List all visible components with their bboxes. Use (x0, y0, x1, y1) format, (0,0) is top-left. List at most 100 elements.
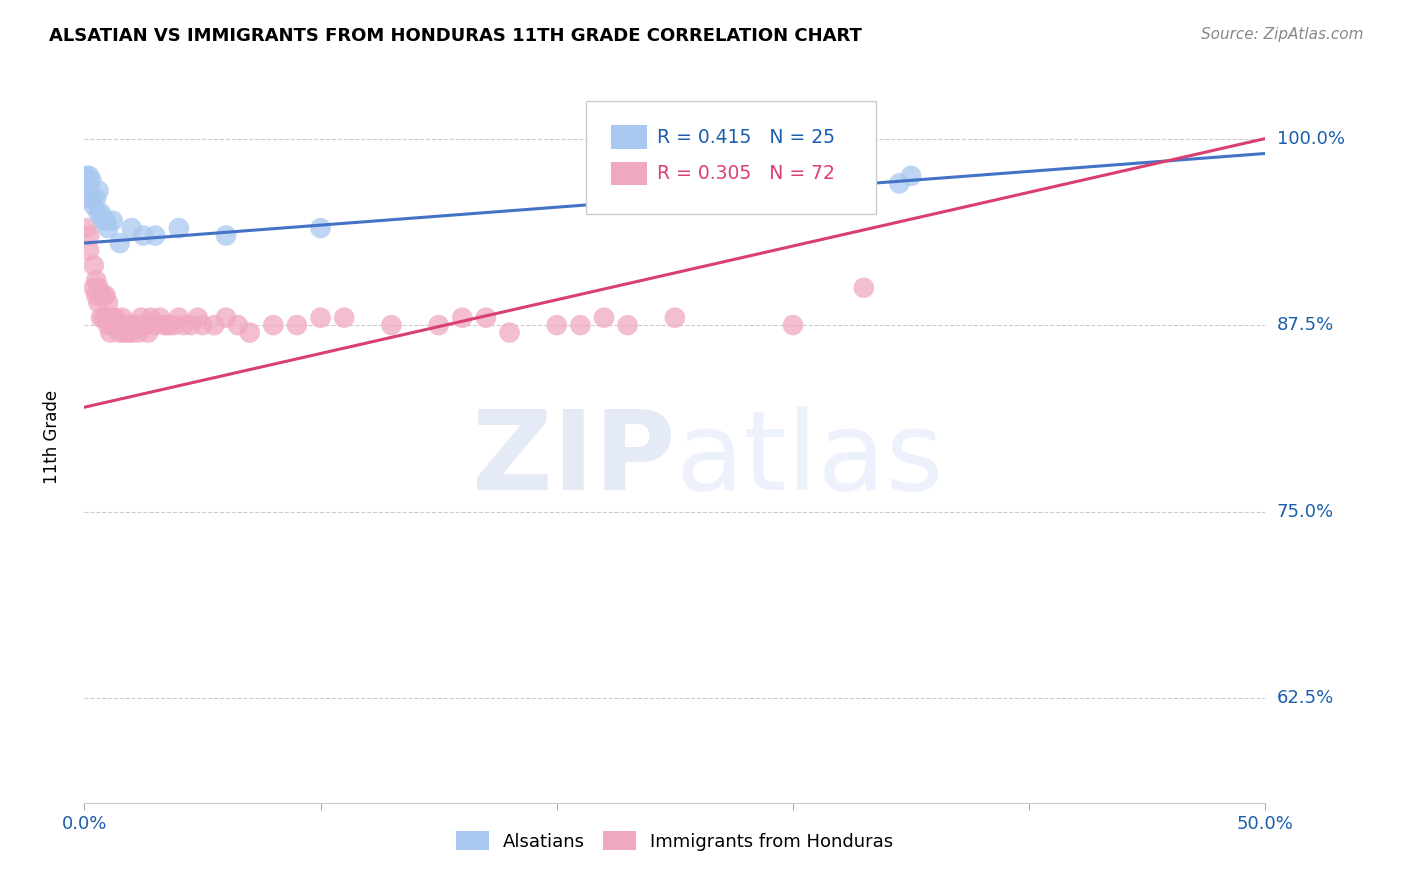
Point (84, 288, 107, 302)
Text: ZIP: ZIP (471, 406, 675, 513)
Point (593, 310, 616, 325)
Point (91, 288, 114, 302)
Text: 62.5%: 62.5% (1277, 690, 1334, 707)
Text: 87.5%: 87.5% (1277, 316, 1334, 334)
Point (83, 259, 105, 273)
Point (76, 221, 98, 235)
Point (202, 318, 225, 332)
Point (111, 310, 134, 325)
Point (121, 318, 143, 332)
Point (664, 310, 686, 325)
Point (569, 318, 592, 332)
Point (77, 228, 100, 243)
Point (118, 326, 141, 340)
Y-axis label: 11th Grade: 11th Grade (42, 390, 60, 484)
Point (104, 310, 127, 325)
Point (83, 199, 105, 213)
Point (135, 318, 157, 332)
Point (187, 310, 209, 325)
Point (111, 318, 134, 332)
Text: R = 0.305   N = 72: R = 0.305 N = 72 (657, 164, 835, 183)
Point (889, 177, 911, 191)
Point (125, 318, 148, 332)
Text: Source: ZipAtlas.com: Source: ZipAtlas.com (1201, 27, 1364, 42)
Point (115, 318, 138, 332)
Point (76, 169, 98, 183)
Point (157, 318, 180, 332)
Point (132, 318, 155, 332)
Point (101, 318, 124, 332)
Text: 100.0%: 100.0% (1277, 129, 1344, 147)
Point (84, 191, 107, 205)
Point (108, 326, 131, 340)
Point (122, 318, 145, 332)
Point (180, 318, 202, 332)
Point (427, 318, 450, 332)
Point (226, 318, 249, 332)
Point (94, 213, 117, 227)
Point (143, 228, 166, 243)
Point (285, 318, 308, 332)
Point (153, 318, 176, 332)
Point (156, 318, 179, 332)
Point (782, 318, 804, 332)
Point (143, 318, 166, 332)
Point (76, 191, 98, 205)
Point (239, 326, 262, 340)
Point (97, 318, 120, 332)
Point (108, 318, 131, 332)
FancyBboxPatch shape (586, 101, 876, 214)
Point (80, 191, 103, 205)
Point (852, 281, 875, 295)
Point (91, 310, 114, 325)
Point (498, 326, 520, 340)
Point (83, 281, 105, 295)
Point (80, 173, 103, 187)
Text: 75.0%: 75.0% (1277, 503, 1334, 521)
Point (309, 221, 332, 235)
Point (451, 310, 474, 325)
Point (90, 206, 112, 220)
Text: atlas: atlas (675, 406, 943, 513)
Point (215, 310, 238, 325)
Point (380, 318, 402, 332)
Point (97, 221, 120, 235)
Point (830, 135, 852, 149)
Point (129, 310, 152, 325)
Point (84, 273, 107, 287)
Point (546, 318, 568, 332)
Point (191, 318, 214, 332)
Point (101, 310, 124, 325)
Point (262, 318, 284, 332)
Point (94, 310, 117, 325)
Point (167, 221, 190, 235)
Text: R = 0.415   N = 25: R = 0.415 N = 25 (657, 128, 835, 146)
Point (77, 244, 100, 258)
Point (132, 228, 155, 243)
Point (167, 310, 190, 325)
Point (90, 288, 112, 302)
Point (87, 206, 110, 220)
Legend: Alsatians, Immigrants from Honduras: Alsatians, Immigrants from Honduras (447, 822, 903, 860)
Point (475, 310, 498, 325)
Point (101, 213, 124, 227)
Point (90, 310, 112, 325)
Point (900, 169, 922, 183)
Point (91, 213, 114, 227)
Point (80, 191, 103, 205)
FancyBboxPatch shape (612, 162, 647, 186)
Point (76, 184, 98, 198)
Point (87, 295, 110, 310)
Point (107, 318, 129, 332)
Text: ALSATIAN VS IMMIGRANTS FROM HONDURAS 11TH GRADE CORRELATION CHART: ALSATIAN VS IMMIGRANTS FROM HONDURAS 11T… (49, 27, 862, 45)
Point (87, 281, 110, 295)
Point (98, 326, 121, 340)
Point (87, 184, 110, 198)
Point (128, 326, 150, 340)
Point (94, 288, 117, 302)
Point (163, 318, 186, 332)
Point (616, 318, 638, 332)
Point (77, 179, 100, 194)
Point (136, 326, 159, 340)
Point (108, 235, 131, 250)
